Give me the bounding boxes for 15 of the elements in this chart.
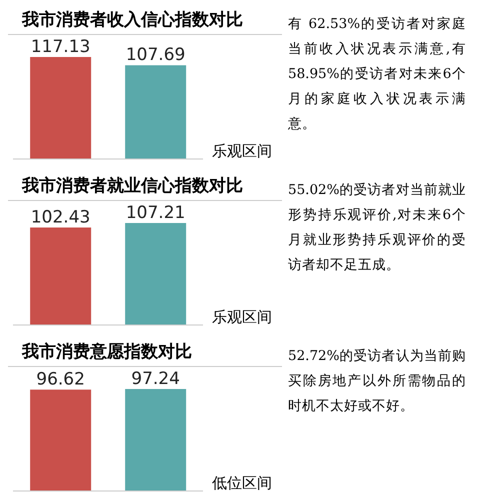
data-label: 96.62	[36, 370, 85, 390]
chart-title: 我市消费者收入信心指数对比	[8, 8, 282, 35]
text: 低位区间	[211, 474, 273, 494]
chart-title: 我市消费意愿指数对比	[8, 340, 282, 367]
text: 52.72%的受访者认为当前购买除房地产以外所需物品的时机不太好或不好。	[288, 347, 466, 416]
text: 55.02%的受访者对当前就业形势持乐观评价,对未来6个月就业形势持乐观评价的受访者却不足五成。	[288, 181, 466, 275]
data-label: 102.43	[30, 208, 90, 228]
text: 有 62.53%的受访者对家庭当前收入状况表示满意,有58.95%的受访者对未来6个月的家庭收入状况表示满意。	[288, 15, 466, 134]
data-label: 97.24	[131, 369, 180, 389]
data-label: 107.21	[126, 203, 186, 223]
chart-title: 我市消费者就业信心指数对比	[8, 174, 282, 201]
data-label: 107.69	[126, 45, 186, 66]
text: 乐观区间	[211, 308, 273, 328]
text: 乐观区间	[211, 142, 273, 162]
data-label: 117.13	[30, 37, 90, 57]
